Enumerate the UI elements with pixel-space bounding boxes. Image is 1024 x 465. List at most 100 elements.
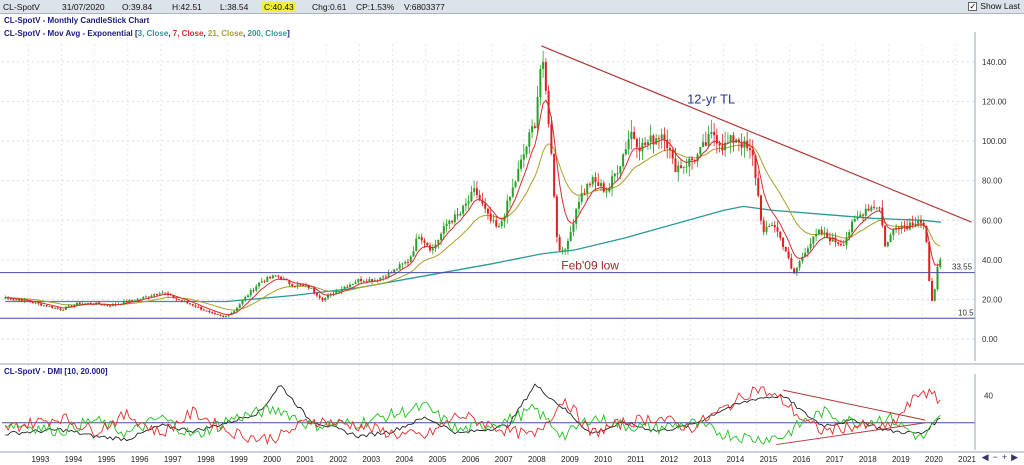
candle-body [247,295,250,298]
candle-body [748,148,751,151]
candle-body [531,126,534,133]
candle-body [850,221,853,232]
x-tick-label: 2004 [396,455,414,464]
candle-body [315,292,318,296]
candle-body [889,234,892,243]
candle-body [542,62,545,70]
candle-body [528,132,531,147]
candle-body [520,159,523,169]
candle-body [586,183,589,194]
candle-body [288,280,291,285]
zoom-out-icon[interactable]: − [992,452,998,462]
zoom-in-icon[interactable]: + [1001,452,1008,462]
candle-body [671,149,674,159]
candle-body [37,302,40,304]
candle-body [9,297,12,300]
candle-body [451,220,454,223]
chart-title: CL-SpotV - Monthly CandleStick Chart [4,16,150,25]
scroll-right-icon[interactable]: ▶ [1011,452,1018,462]
show-last-toggle[interactable]: ✓ Show Last [968,1,1020,11]
candle-body [136,298,139,301]
y-tick-label: 80.00 [982,177,1003,186]
candle-body [106,304,109,306]
candle-body [178,299,181,301]
candle-body [12,299,15,301]
ma7-legend: 7, Close [173,29,204,38]
close-readout: C:40.43 [262,2,296,12]
checkbox-checked-icon[interactable]: ✓ [968,1,978,11]
ema7-line [5,99,941,316]
candle-body [591,177,594,185]
candle-body [685,166,688,168]
candle-body [726,142,729,144]
quote-bar: CL-SpotV 31/07/2020 O:39.84 H:42.51 L:38… [0,0,1024,14]
candle-body [291,284,294,286]
candle-body [67,305,70,307]
x-tick-label: 2005 [429,455,447,464]
price-chart[interactable]: 12-yr TL Feb'09 low 33.55 10.5 140.00 120… [0,14,1024,465]
candle-body [249,290,252,296]
candle-body [98,302,101,305]
candle-body [550,124,553,154]
candle-body [64,306,67,310]
candle-body [48,306,51,308]
x-tick-label: 2013 [693,455,711,464]
candle-body [387,272,390,278]
candle-body [688,158,691,167]
candle-body [663,134,666,140]
trendline-12yr [541,45,972,223]
candle-body [346,286,349,288]
candle-body [666,139,669,149]
x-tick-label: 2017 [826,455,844,464]
candle-body [84,303,87,305]
plus-di-line [5,401,941,445]
candle-body [29,301,32,303]
candle-body [475,188,478,195]
candle-body [881,207,884,226]
candle-body [613,173,616,177]
candle-body [588,183,591,185]
candle-body [826,232,829,238]
candle-body [707,134,710,146]
candle-body [335,291,338,295]
candle-body [274,275,277,277]
y-tick-label: 60.00 [982,216,1003,225]
candle-body [258,282,261,287]
dmi-legend: CL-SpotV - DMI [10, 20.000] [4,367,108,376]
candle-body [919,220,922,223]
candle-body [914,223,917,226]
candle-body [572,223,575,232]
candle-body [506,200,509,217]
candle-body [167,293,170,295]
candle-body [630,131,633,140]
candle-body [398,264,401,270]
candle-body [721,145,724,151]
candle-body [213,313,216,315]
candle-body [801,256,804,262]
candle-body [235,308,238,311]
candle-body [266,277,269,282]
candle-body [710,131,713,135]
candle-body [757,178,760,196]
candle-body [406,261,409,263]
candle-body [668,148,671,150]
x-tick-label: 2008 [528,455,546,464]
candle-body [484,203,487,209]
change-pct-readout: CP:1.53% [356,2,395,12]
candle-body [737,139,740,143]
scroll-left-icon[interactable]: ◀ [981,452,989,462]
candle-body [62,309,65,311]
candle-body [40,303,43,306]
candle-body [652,135,655,145]
candle-body [930,281,933,301]
candle-body [917,220,920,224]
chart-navigation: ◀ − + ▶ [982,452,1018,463]
candle-body [15,299,18,301]
candle-body [271,275,274,279]
show-last-label: Show Last [980,1,1020,11]
candle-body [81,303,84,305]
candle-body [76,302,79,305]
candle-body [646,141,649,145]
x-tick-label: 2012 [660,455,678,464]
candle-body [773,224,776,228]
